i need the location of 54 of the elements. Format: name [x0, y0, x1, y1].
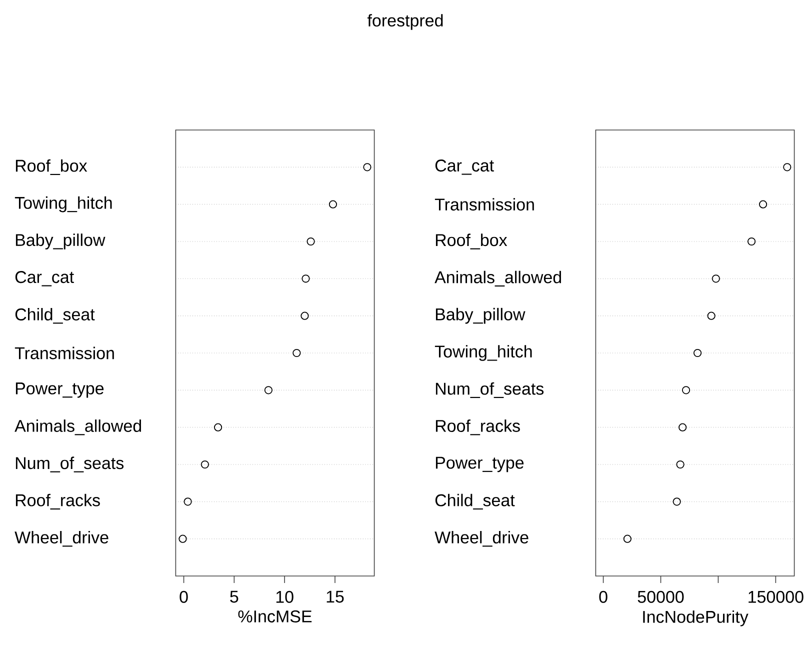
- point: [693, 348, 702, 358]
- x-tick-label: 50000: [638, 590, 684, 603]
- x-axis-title: IncNodePurity: [643, 610, 748, 626]
- y-tick-label: Roof_box: [16, 159, 88, 176]
- point: [292, 348, 301, 358]
- point: [783, 163, 792, 172]
- y-tick-label: Roof_racks: [16, 494, 100, 510]
- point: [363, 163, 372, 172]
- y-tick-label: Roof_racks: [436, 419, 520, 436]
- x-tick-label: 0: [180, 590, 188, 603]
- point: [682, 386, 690, 394]
- y-tick-label: Power_type: [16, 382, 104, 398]
- y-tick-label: Transmission: [434, 198, 534, 211]
- y-tick-label: Roof_box: [436, 234, 508, 250]
- point: [712, 274, 720, 283]
- y-tick-label: Child_seat: [15, 308, 95, 324]
- y-tick-label: Towing_hitch: [14, 196, 112, 212]
- y-tick-label: Animals_allowed: [434, 270, 562, 287]
- y-tick-label: Car_cat: [15, 271, 74, 286]
- point: [302, 274, 310, 283]
- point: [707, 312, 716, 320]
- point: [184, 498, 192, 506]
- x-tick-label: 0: [599, 590, 608, 603]
- chart-title: forestpred: [367, 14, 443, 30]
- point: [623, 534, 632, 543]
- y-tick-label: Baby_pillow: [436, 308, 526, 324]
- point: [676, 460, 684, 469]
- x-tick-label: 15: [326, 590, 344, 603]
- point: [328, 200, 338, 208]
- point: [306, 237, 315, 246]
- point: [672, 498, 681, 506]
- x-tick-label: 5: [230, 590, 238, 603]
- point: [678, 423, 687, 432]
- x-axis-title: %IncMSE: [238, 610, 312, 622]
- y-tick-label: Transmission: [14, 346, 114, 360]
- y-tick-label: Animals_allowed: [14, 419, 142, 436]
- point: [300, 312, 309, 320]
- x-tick-label: 10: [276, 590, 294, 603]
- y-tick-label: Power_type: [436, 456, 524, 472]
- y-tick-label: Num_of_seats: [436, 382, 544, 398]
- y-tick-label: Baby_pillow: [16, 234, 106, 250]
- point: [758, 200, 768, 208]
- point: [264, 386, 272, 394]
- y-tick-label: Wheel_drive: [434, 530, 528, 547]
- y-tick-label: Num_of_seats: [16, 456, 124, 472]
- y-tick-label: Towing_hitch: [434, 345, 532, 361]
- point: [214, 423, 222, 432]
- y-tick-label: Wheel_drive: [14, 530, 108, 547]
- y-tick-label: Child_seat: [435, 494, 515, 510]
- point: [748, 237, 756, 246]
- x-tick-label: 150000: [748, 590, 804, 603]
- point: [178, 534, 187, 543]
- point: [200, 460, 209, 469]
- y-tick-label: Car_cat: [435, 160, 494, 175]
